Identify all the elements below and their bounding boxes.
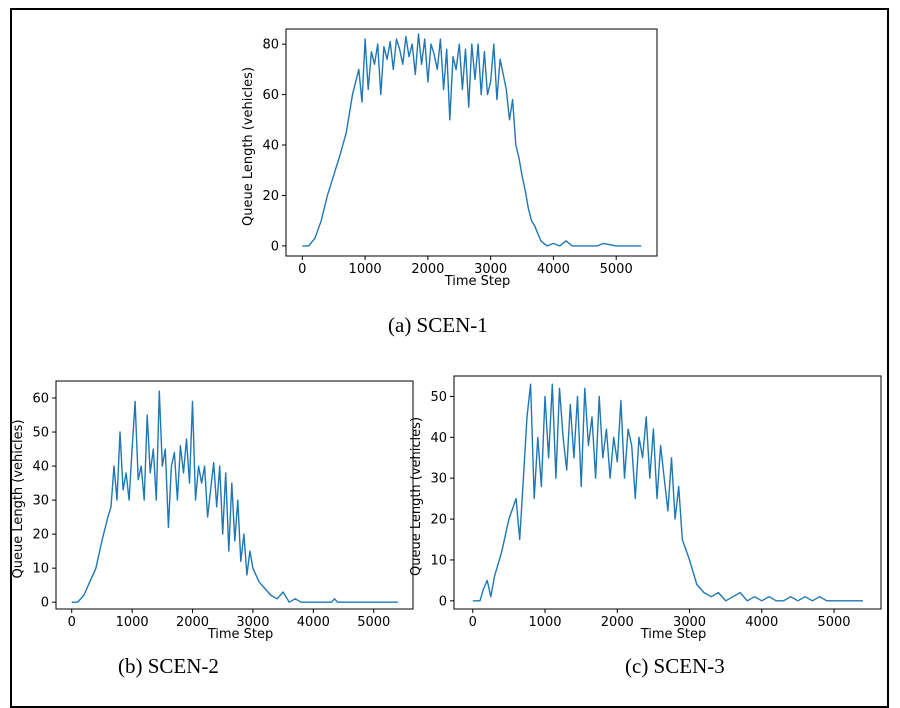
y-tick-label: 0 xyxy=(271,239,279,254)
series-line-3 xyxy=(472,383,863,602)
chart-3: 0 1000 2000 3000 4000 5000 0 10 20 30 40 50 Time Ste… xyxy=(409,375,882,642)
series-line-2 xyxy=(71,390,398,603)
y-tick-label: 30 xyxy=(32,494,49,509)
x-tick-label: 2000 xyxy=(601,615,634,630)
x-tick-label: 0 xyxy=(298,262,306,277)
x-tick-label: 1000 xyxy=(528,615,561,630)
x-tick-label: 0 xyxy=(68,615,76,630)
y-tick-label: 80 xyxy=(262,38,279,53)
x-tick-label: 1000 xyxy=(349,262,382,277)
plot-area-1 xyxy=(285,28,658,257)
y-tick-label: 20 xyxy=(32,528,49,543)
y-tick-label: 0 xyxy=(41,596,49,611)
x-axis-label: Time Step xyxy=(640,627,707,642)
chart-2: 0 1000 2000 3000 4000 5000 0 10 20 30 40 50 60 Time S… xyxy=(11,380,414,642)
plot-area-2 xyxy=(55,380,414,610)
y-tick-label: 10 xyxy=(430,553,447,568)
x-tick-label: 5000 xyxy=(600,262,633,277)
x-axis-label: Time Step xyxy=(207,627,274,642)
x-tick-label: 5000 xyxy=(817,615,850,630)
caption-scen-3: (c) SCEN-3 xyxy=(625,654,725,678)
y-tick-label: 30 xyxy=(430,472,447,487)
y-axis-label: Queue Length (vehicles) xyxy=(241,67,256,226)
y-tick-label: 20 xyxy=(430,513,447,528)
y-tick-label: 60 xyxy=(32,392,49,407)
y-tick-label: 50 xyxy=(32,426,49,441)
x-tick-label: 2000 xyxy=(176,615,209,630)
x-tick-label: 3000 xyxy=(236,615,269,630)
x-axis-label: Time Step xyxy=(444,274,511,289)
x-tick-label: 2000 xyxy=(411,262,444,277)
caption-scen-1: (a) SCEN-1 xyxy=(388,313,488,337)
y-tick-label: 10 xyxy=(32,562,49,577)
y-axis-label: Queue Length (vehicles) xyxy=(409,417,424,576)
x-tick-label: 5000 xyxy=(357,615,390,630)
x-tick-label: 1000 xyxy=(116,615,149,630)
y-tick-label: 20 xyxy=(262,189,279,204)
y-axis-label: Queue Length (vehicles) xyxy=(11,419,26,578)
x-tick-label: 4000 xyxy=(537,262,570,277)
x-tick-label: 4000 xyxy=(297,615,330,630)
y-tick-label: 40 xyxy=(262,139,279,154)
x-tick-label: 3000 xyxy=(673,615,706,630)
x-tick-label: 3000 xyxy=(474,262,507,277)
x-tick-label: 4000 xyxy=(745,615,778,630)
y-tick-label: 60 xyxy=(262,88,279,103)
y-tick-label: 50 xyxy=(430,390,447,405)
y-tick-label: 40 xyxy=(32,460,49,475)
y-tick-label: 40 xyxy=(430,431,447,446)
y-tick-label: 0 xyxy=(439,594,447,609)
x-tick-label: 0 xyxy=(469,615,477,630)
series-line-1 xyxy=(302,33,642,247)
chart-1: 0 1000 2000 3000 4000 5000 0 20 40 60 80 Time Step Q… xyxy=(241,28,658,289)
caption-scen-2: (b) SCEN-2 xyxy=(118,654,219,678)
plot-area-3 xyxy=(453,375,882,610)
